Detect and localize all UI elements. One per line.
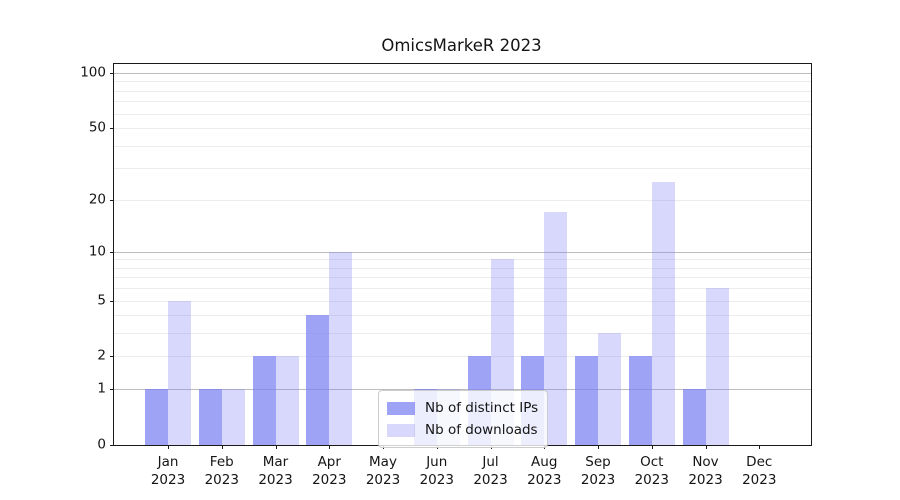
gridline-minor-60 — [114, 113, 811, 115]
x-tick-label-nov: Nov 2023 — [688, 454, 723, 488]
y-tick-100 — [110, 73, 114, 75]
legend: Nb of distinct IPs Nb of downloads — [378, 390, 548, 448]
gridline-major-100 — [114, 73, 811, 75]
x-tick-label-oct: Oct 2023 — [634, 454, 669, 488]
x-tick-label-jun: Jun 2023 — [419, 454, 454, 488]
y-tick-label-2: 2 — [97, 347, 106, 364]
chart-title: OmicsMarkeR 2023 — [381, 36, 542, 55]
bar-ips-jan — [145, 389, 168, 445]
bar-ips-feb — [198, 389, 222, 445]
x-tick-label-feb: Feb 2023 — [204, 454, 239, 488]
gridline-minor-4 — [114, 315, 811, 317]
y-tick-5 — [110, 300, 114, 302]
bar-downloads-jan — [168, 300, 191, 445]
gridline-major-10 — [114, 251, 811, 253]
legend-label-downloads: Nb of downloads — [425, 422, 538, 438]
y-tick-label-20: 20 — [88, 190, 106, 207]
y-tick-label-50: 50 — [88, 119, 106, 136]
x-tick-label-apr: Apr 2023 — [312, 454, 347, 488]
gridline-minor-5 — [114, 300, 811, 302]
y-tick-50 — [110, 128, 114, 130]
x-tick-oct — [651, 445, 653, 449]
legend-item-distinct-ips: Nb of distinct IPs — [387, 397, 539, 419]
bar-downloads-aug — [544, 212, 568, 445]
y-tick-label-1: 1 — [97, 380, 106, 397]
gridline-minor-8 — [114, 267, 811, 269]
x-tick-nov — [705, 445, 707, 449]
x-tick-label-mar: Mar 2023 — [258, 454, 293, 488]
bar-ips-sep — [575, 356, 598, 445]
y-tick-label-5: 5 — [97, 291, 106, 308]
gridline-minor-70 — [114, 101, 811, 103]
bar-downloads-oct — [651, 182, 675, 445]
x-tick-label-aug: Aug 2023 — [527, 454, 562, 488]
x-tick-label-sep: Sep 2023 — [580, 454, 616, 488]
bar-ips-mar — [252, 356, 276, 445]
x-tick-label-dec: Dec 2023 — [742, 454, 777, 488]
bar-downloads-sep — [598, 333, 621, 445]
bar-downloads-mar — [275, 356, 299, 445]
gridline-minor-6 — [114, 288, 811, 290]
gridline-minor-2 — [114, 356, 811, 358]
y-tick-1 — [110, 389, 114, 391]
bar-ips-apr — [306, 315, 330, 445]
gridline-minor-80 — [114, 90, 811, 92]
gridline-minor-30 — [114, 168, 811, 170]
gridline-minor-40 — [114, 145, 811, 147]
legend-label-distinct-ips: Nb of distinct IPs — [425, 400, 539, 416]
y-tick-0 — [110, 445, 114, 446]
legend-item-downloads: Nb of downloads — [387, 419, 538, 441]
gridline-minor-20 — [114, 199, 811, 201]
x-tick-label-may: May 2023 — [365, 454, 401, 488]
gridline-minor-50 — [114, 128, 811, 130]
gridline-minor-7 — [114, 277, 811, 279]
bar-downloads-nov — [705, 288, 729, 445]
x-tick-label-jul: Jul 2023 — [473, 454, 508, 488]
y-tick-label-100: 100 — [80, 64, 106, 81]
y-tick-2 — [110, 356, 114, 358]
gridline-major-1 — [114, 389, 811, 391]
y-tick-10 — [110, 251, 114, 253]
plot-area: Nb of distinct IPs Nb of downloads 0 1 2 5 1… — [80, 63, 812, 488]
bar-downloads-apr — [329, 251, 353, 445]
x-tick-apr — [329, 445, 331, 449]
gridline-minor-9 — [114, 259, 811, 261]
x-tick-label-jan: Jan 2023 — [150, 454, 186, 488]
bar-ips-nov — [682, 389, 706, 445]
x-tick-mar — [275, 445, 277, 449]
bar-ips-oct — [628, 356, 652, 445]
x-tick-jan — [168, 445, 169, 449]
x-tick-feb — [221, 445, 223, 449]
y-tick-label-0: 0 — [97, 436, 106, 453]
bar-downloads-feb — [221, 389, 245, 445]
x-tick-dec — [759, 445, 761, 449]
x-tick-sep — [598, 445, 599, 449]
gridline-minor-90 — [114, 81, 811, 83]
legend-swatch-distinct-ips — [387, 401, 415, 415]
legend-swatch-downloads — [387, 423, 415, 437]
y-tick-label-10: 10 — [88, 242, 106, 259]
gridline-minor-3 — [114, 333, 811, 335]
y-tick-20 — [110, 199, 114, 201]
